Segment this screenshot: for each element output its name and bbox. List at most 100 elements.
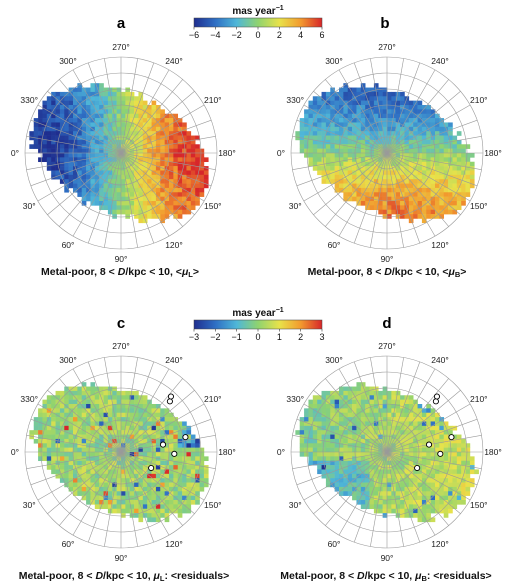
heatmap-cell [103,456,109,462]
heatmap-cell [435,135,440,141]
heatmap-cell [408,412,414,418]
heatmap-cell [68,390,74,396]
heatmap-cell [404,482,410,488]
heatmap-cell [312,135,318,141]
polar-spoke [120,91,195,154]
heatmap-cell [42,122,48,128]
heatmap-cell [81,161,87,167]
heatmap-cell [308,144,314,149]
heatmap-cell [81,399,87,405]
heatmap-cell [142,187,148,193]
heatmap-cell [343,87,349,93]
angle-label: 0° [277,148,285,158]
heatmap-cell [304,452,309,457]
heatmap-cell [116,495,122,501]
heatmap-cell [195,500,200,505]
heatmap-cell [360,425,366,431]
heatmap-cell [177,179,183,184]
heatmap-cell [321,421,327,427]
heatmap-cell [417,438,423,444]
heatmap-cell [94,148,100,154]
heatmap-cell [186,131,192,136]
heatmap-cell [365,135,370,141]
heatmap-cell [51,417,56,422]
heatmap-cell [365,157,370,163]
heatmap-cell [421,473,427,479]
heatmap-cell [426,412,431,418]
heatmap-cell [369,118,375,123]
heatmap-cell [448,495,453,501]
heatmap-cell [129,174,135,180]
heatmap-cell [395,105,401,110]
heatmap-cell [155,179,161,184]
heatmap-cell [155,460,161,466]
polar-spoke [120,451,212,486]
heatmap-cell [365,87,370,93]
heatmap-cell [369,473,375,479]
heatmap-cell [73,408,78,414]
heatmap-cell [55,131,61,136]
heatmap-cell [435,491,440,496]
heatmap-cell [164,183,170,189]
polar-spoke [386,368,436,453]
heatmap-cell [42,131,48,136]
heatmap-cell [387,500,392,505]
heatmap-cell [121,430,126,435]
heatmap-cell [395,96,401,101]
heatmap-cell [343,460,349,466]
heatmap-cell [373,421,379,427]
heatmap-cell [160,460,165,466]
heatmap-cell [369,465,375,470]
heatmap-cell [330,139,335,145]
heatmap-cell [330,157,335,163]
heatmap-cell [64,417,69,422]
heatmap-cell [195,201,200,206]
heatmap-cell [64,395,69,400]
heatmap-cell [138,399,144,405]
heatmap-cell [339,170,344,176]
heatmap-cell [435,131,440,136]
heatmap-cell [299,144,305,149]
heatmap-cell [160,495,165,501]
heatmap-cell [391,179,397,184]
heatmap-cell [334,486,340,492]
heatmap-cell [456,473,462,479]
heatmap-cell [142,465,148,470]
heatmap-cell [160,113,165,119]
colorbar-tick-label: −4 [210,30,220,40]
heatmap-cell [77,122,83,128]
angle-label: 120° [165,539,183,549]
heatmap-cell [395,109,401,115]
heatmap-cell [334,473,340,479]
heatmap-cell [155,192,161,197]
heatmap-cell [116,500,122,505]
heatmap-cell [461,192,466,197]
heatmap-cell [94,174,100,180]
heatmap-cell [421,166,427,171]
heatmap-cell [435,460,440,466]
heatmap-cell [321,174,327,180]
heatmap-cell [373,430,379,435]
heatmap-cell [199,478,205,483]
heatmap-cell [417,469,423,475]
heatmap-cell [142,430,148,435]
heatmap-cell [360,395,366,400]
heatmap-cell [103,465,109,470]
heatmap-cell [68,183,74,189]
heatmap-cell [46,105,52,110]
heatmap-cell [430,412,436,418]
heatmap-cell [160,504,165,510]
heatmap-cell [360,417,366,422]
heatmap-cell [461,447,466,453]
heatmap-cell [103,135,109,141]
heatmap-cell [325,91,331,97]
heatmap-cell [330,148,335,154]
heatmap-cell [107,504,113,510]
heatmap-cell [177,209,183,215]
heatmap-cell [129,452,135,457]
heatmap-cell [169,174,174,180]
heatmap-cell [452,443,458,448]
heatmap-cell [177,139,183,145]
heatmap-cell [99,144,104,149]
heatmap-cell [443,170,449,176]
